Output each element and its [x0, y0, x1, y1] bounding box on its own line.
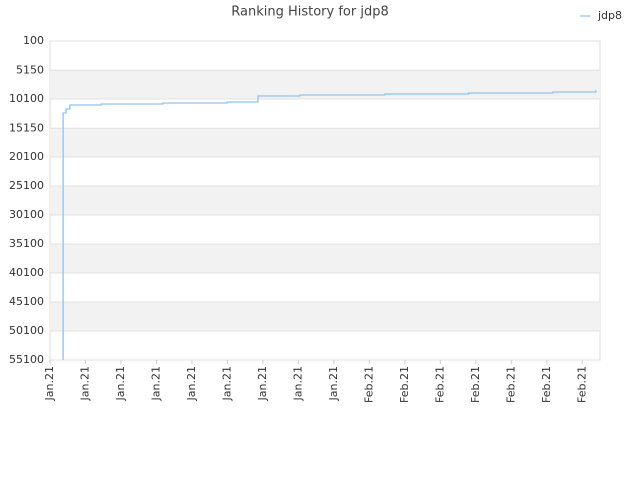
x-tick-label: Feb.21 — [575, 366, 588, 403]
x-tick-label: Jan.21 — [43, 366, 56, 401]
x-tick-label: Feb.21 — [504, 366, 517, 403]
y-tick-label: 15150 — [9, 121, 44, 134]
bands — [49, 40, 601, 361]
x-tick-label: Jan.21 — [185, 366, 198, 401]
x-tick-label: Feb.21 — [540, 366, 553, 403]
legend-label: jdp8 — [597, 9, 622, 22]
x-tick-label: Jan.21 — [291, 366, 304, 401]
y-tick-label: 35100 — [9, 237, 44, 250]
x-tick-label: Feb.21 — [362, 366, 375, 403]
x-tick-label: Jan.21 — [114, 366, 127, 401]
y-tick-label: 20100 — [9, 150, 44, 163]
band — [50, 186, 600, 215]
band — [50, 302, 600, 331]
y-tick-label: 10100 — [9, 92, 44, 105]
y-tick-label: 30100 — [9, 208, 44, 221]
x-tick-label: Feb.21 — [469, 366, 482, 403]
y-tick-label: 50100 — [9, 324, 44, 337]
x-tick-label: Jan.21 — [256, 366, 269, 401]
x-tick-label: Jan.21 — [327, 366, 340, 401]
y-tick-label: 40100 — [9, 266, 44, 279]
y-tick-label: 25100 — [9, 179, 44, 192]
y-tick-label: 100 — [23, 34, 44, 47]
band — [50, 244, 600, 273]
band — [50, 128, 600, 157]
x-tick-label: Feb.21 — [433, 366, 446, 403]
y-tick-label: 55100 — [9, 353, 44, 366]
y-tick-label: 5150 — [16, 63, 44, 76]
x-tick-label: Jan.21 — [220, 366, 233, 401]
series-line — [62, 90, 597, 360]
x-tick-label: Jan.21 — [78, 366, 91, 401]
x-tick-label: Feb.21 — [398, 366, 411, 403]
chart-title: Ranking History for jdp8 — [231, 5, 389, 20]
y-tick-label: 45100 — [9, 295, 44, 308]
x-tick-label: Jan.21 — [149, 366, 162, 401]
band — [50, 70, 600, 99]
